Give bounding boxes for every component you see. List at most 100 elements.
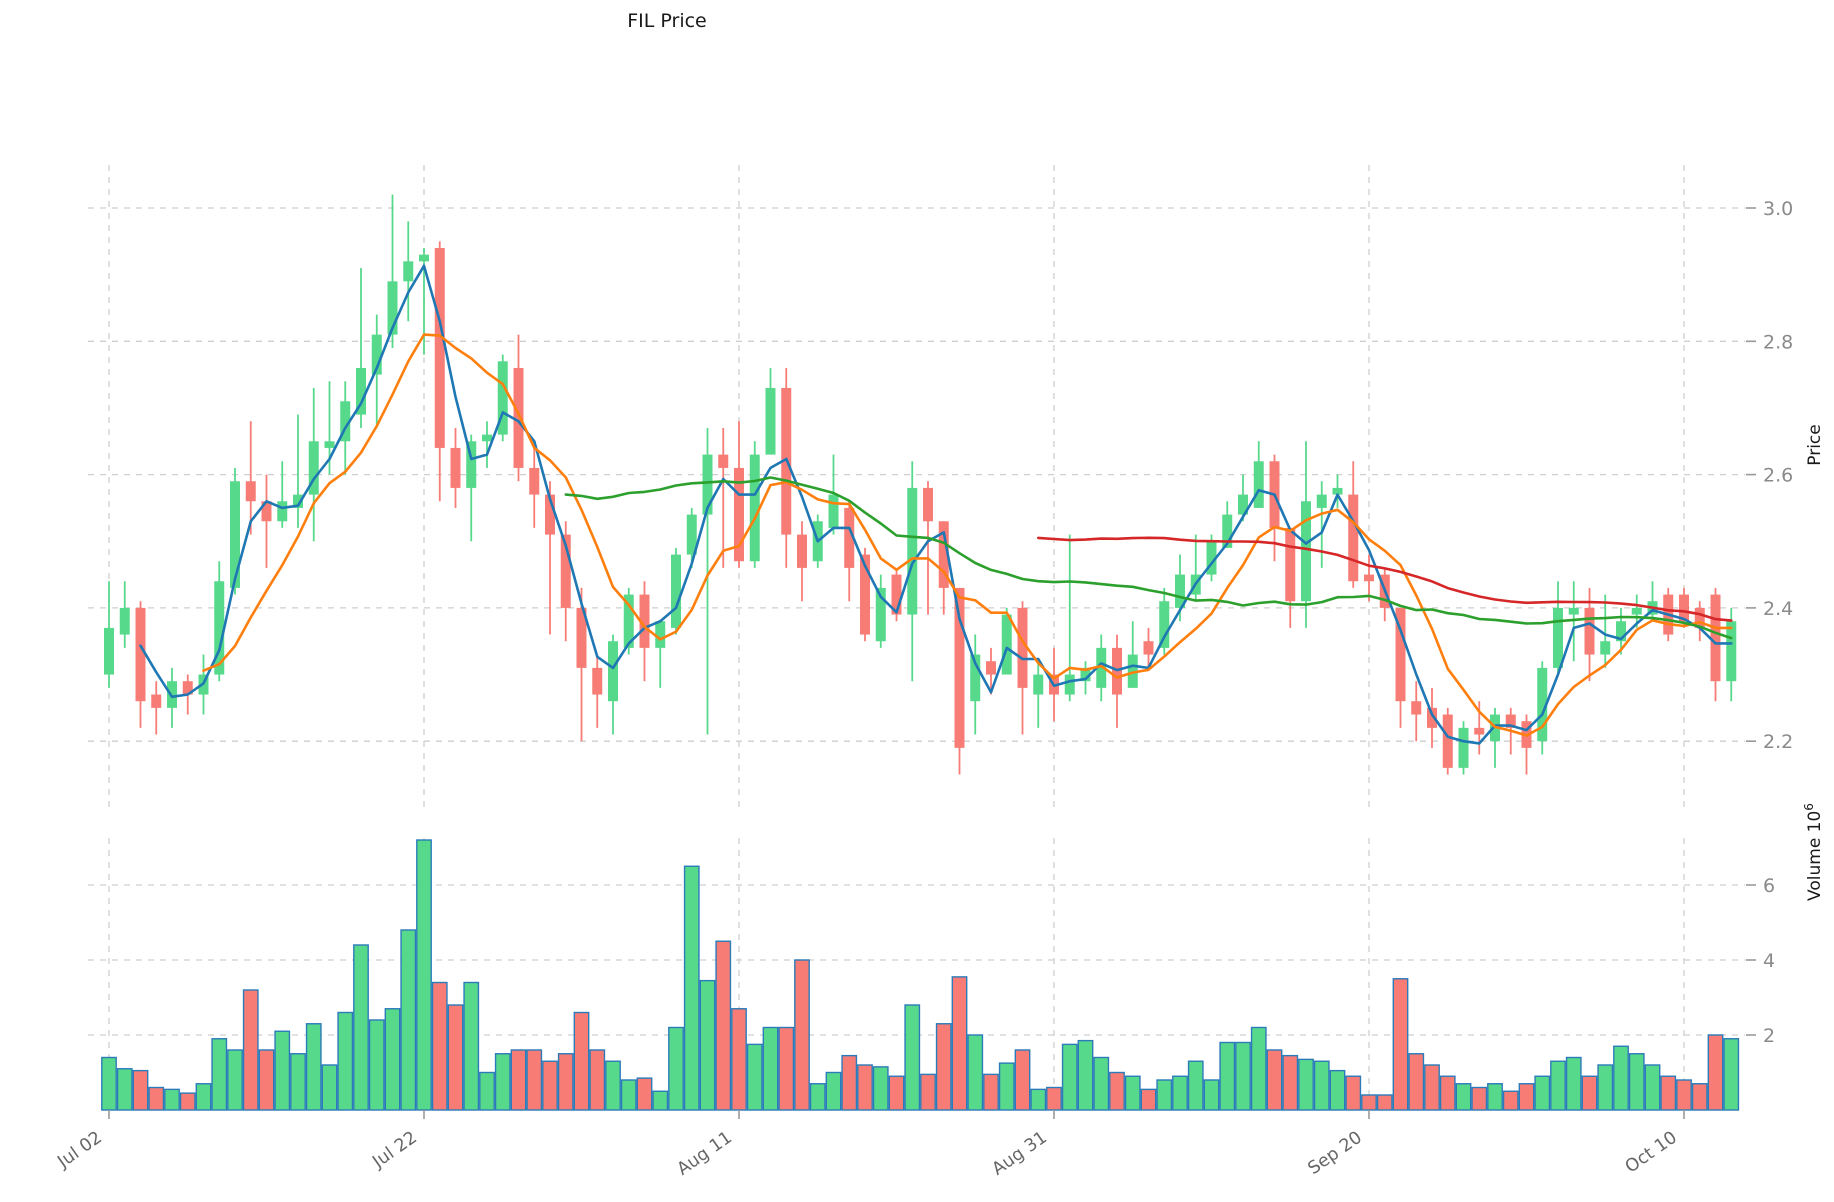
volume-bar: [1628, 1053, 1645, 1111]
volume-bar: [116, 1068, 133, 1111]
volume-bar: [1392, 978, 1409, 1111]
volume-bar: [1455, 1083, 1472, 1111]
gridlines: [88, 165, 1745, 1110]
date-tick-label: Oct 10: [1622, 1128, 1681, 1178]
volume-bar: [825, 1071, 842, 1111]
volume-bar: [179, 1092, 196, 1111]
candle-body: [1364, 574, 1374, 582]
candle-body: [371, 334, 382, 375]
candle-body: [1285, 527, 1296, 602]
volume-bar: [368, 1019, 385, 1111]
volume-bar: [384, 1008, 401, 1111]
volume-bar: [1030, 1088, 1047, 1111]
candle-body: [1474, 727, 1485, 735]
candle-body: [844, 507, 855, 568]
price-tick-label: 3.0: [1763, 198, 1793, 220]
candle-body: [592, 667, 603, 695]
candle-body: [828, 494, 839, 528]
price-tick-label: 2.2: [1763, 731, 1793, 753]
volume-bar: [1266, 1049, 1283, 1111]
volume-bar: [353, 944, 369, 1111]
volume-bar: [888, 1075, 905, 1111]
candle-body: [135, 607, 146, 702]
ma-line-ma60: [1037, 536, 1733, 622]
candle-body: [1253, 461, 1264, 508]
candle-body: [1175, 574, 1185, 608]
candle-body: [450, 447, 461, 488]
volume-bar: [1140, 1088, 1157, 1111]
volume-bar: [1676, 1079, 1692, 1111]
candle-body: [104, 627, 114, 675]
candle-body: [1537, 667, 1548, 742]
price-tick-label: 2.6: [1763, 465, 1793, 487]
candle-body: [891, 574, 902, 615]
volume-bar: [1109, 1071, 1125, 1111]
volume-bar: [1424, 1064, 1440, 1111]
volume-bar: [1061, 1043, 1078, 1111]
volume-bar: [620, 1079, 637, 1111]
candle-body: [277, 501, 288, 522]
volume-bar: [794, 959, 810, 1111]
volume-bar: [904, 1004, 921, 1111]
candle-body: [1017, 607, 1028, 688]
volume-bar: [998, 1062, 1015, 1111]
volume-bar: [872, 1066, 889, 1111]
date-tick-label: Jul 22: [368, 1128, 420, 1173]
volume-bar: [778, 1026, 795, 1111]
volume-bar: [683, 865, 700, 1111]
volume-bar: [1518, 1083, 1535, 1111]
volume-bar: [951, 976, 968, 1111]
volume-bar: [935, 1023, 952, 1111]
volume-bar: [1345, 1075, 1362, 1111]
candle-body: [419, 254, 429, 262]
volume-bar: [715, 940, 732, 1111]
volume-tick-label: 6: [1763, 875, 1775, 897]
volume-bar: [1565, 1056, 1582, 1111]
volume-bar: [857, 1064, 873, 1111]
candle-body: [387, 281, 398, 335]
candle-body: [308, 441, 319, 495]
candle-body: [497, 361, 508, 435]
volume-bar: [290, 1053, 306, 1111]
candle-body: [970, 654, 981, 702]
chart-title: FIL Price: [627, 10, 707, 32]
volume-bar: [1534, 1075, 1551, 1111]
candle-body: [718, 454, 729, 468]
candle-body: [1001, 614, 1012, 675]
volume-bar: [510, 1049, 527, 1111]
volume-bar: [1250, 1026, 1267, 1111]
candle-body: [1080, 667, 1091, 682]
candle-body: [1238, 494, 1248, 515]
volume-bar: [132, 1069, 149, 1111]
candle-body: [545, 494, 555, 535]
volume-bar: [148, 1086, 165, 1111]
candle-body: [1159, 601, 1170, 648]
volume-bar: [967, 1034, 984, 1111]
volume-bar: [1707, 1034, 1724, 1111]
candle-body: [938, 521, 949, 588]
volume-bar: [447, 1004, 464, 1111]
volume-bar: [573, 1011, 590, 1111]
volume-bar: [1014, 1049, 1031, 1111]
volume-bar: [652, 1090, 669, 1111]
candle-body: [608, 641, 618, 702]
volume-bar: [983, 1073, 999, 1111]
volume-bar: [431, 981, 448, 1111]
candle-body: [356, 367, 366, 415]
price-tick-label: 2.4: [1763, 598, 1793, 620]
date-tick-label: Aug 31: [989, 1128, 1051, 1180]
volume-bar: [416, 839, 432, 1111]
volume-bar: [274, 1030, 291, 1111]
candle-body: [954, 587, 965, 748]
candle-body: [1348, 494, 1359, 582]
candle-body: [403, 261, 414, 282]
candle-body: [293, 494, 303, 508]
moving-average-lines: [139, 264, 1733, 745]
candle-body: [576, 607, 587, 668]
candle-body: [765, 387, 776, 455]
candle-body: [1600, 641, 1611, 655]
volume-bar: [494, 1053, 511, 1111]
candle-body: [860, 554, 870, 635]
ma-line-ma3: [139, 264, 1733, 745]
